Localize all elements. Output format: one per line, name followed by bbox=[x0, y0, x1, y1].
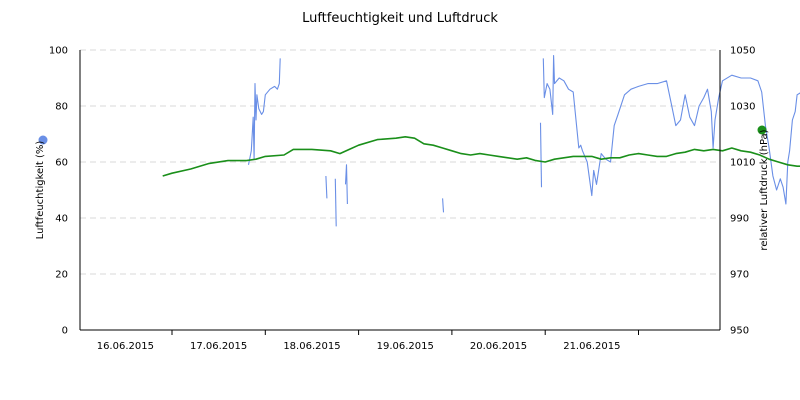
humidity-series-line bbox=[247, 58, 281, 165]
axes bbox=[79, 50, 721, 335]
x-tick-label: 19.06.2015 bbox=[377, 341, 434, 352]
y-left-tick-label: 40 bbox=[55, 214, 68, 225]
y-left-tick-label: 100 bbox=[49, 46, 68, 57]
x-tick-label: 20.06.2015 bbox=[470, 341, 527, 352]
humidity-series-line bbox=[334, 178, 337, 227]
y-right-tick-label: 1010 bbox=[730, 158, 755, 169]
y-right-tick-label: 990 bbox=[730, 214, 749, 225]
y-right-tick-label: 1030 bbox=[730, 102, 755, 113]
x-tick-label: 16.06.2015 bbox=[97, 341, 154, 352]
humidity-series-line bbox=[539, 122, 543, 188]
y-left-tick-label: 20 bbox=[55, 270, 68, 281]
pressure-series-line bbox=[162, 136, 800, 177]
humidity-series-line bbox=[325, 175, 328, 199]
humidity-series-line bbox=[542, 55, 800, 205]
grid-lines bbox=[80, 49, 720, 275]
y-right-tick-label: 970 bbox=[730, 270, 749, 281]
x-tick-label: 21.06.2015 bbox=[563, 341, 620, 352]
humidity-series-line bbox=[442, 198, 445, 213]
series-layer bbox=[162, 55, 800, 227]
y-right-tick-label: 950 bbox=[730, 326, 749, 337]
humidity-legend-dot bbox=[38, 135, 48, 145]
y-left-axis-label: Luftfeuchtigkeit (%) bbox=[35, 141, 46, 240]
x-tick-label: 17.06.2015 bbox=[190, 341, 247, 352]
y-left-tick-label: 60 bbox=[55, 158, 68, 169]
pressure-legend-dot bbox=[757, 125, 767, 135]
y-right-axis-label: relativer Luftdruck (hPa) bbox=[759, 129, 770, 250]
y-left-tick-label: 0 bbox=[62, 326, 68, 337]
chart-title: Luftfeuchtigkeit und Luftdruck bbox=[302, 11, 498, 26]
y-left-tick-label: 80 bbox=[55, 102, 68, 113]
x-tick-label: 18.06.2015 bbox=[283, 341, 340, 352]
y-right-tick-label: 1050 bbox=[730, 46, 755, 57]
tick-labels: 0 20 40 60 80 100 950 970 990 1010 1030 1050 16.06.2… bbox=[49, 46, 756, 353]
humidity-series-line bbox=[344, 164, 348, 205]
